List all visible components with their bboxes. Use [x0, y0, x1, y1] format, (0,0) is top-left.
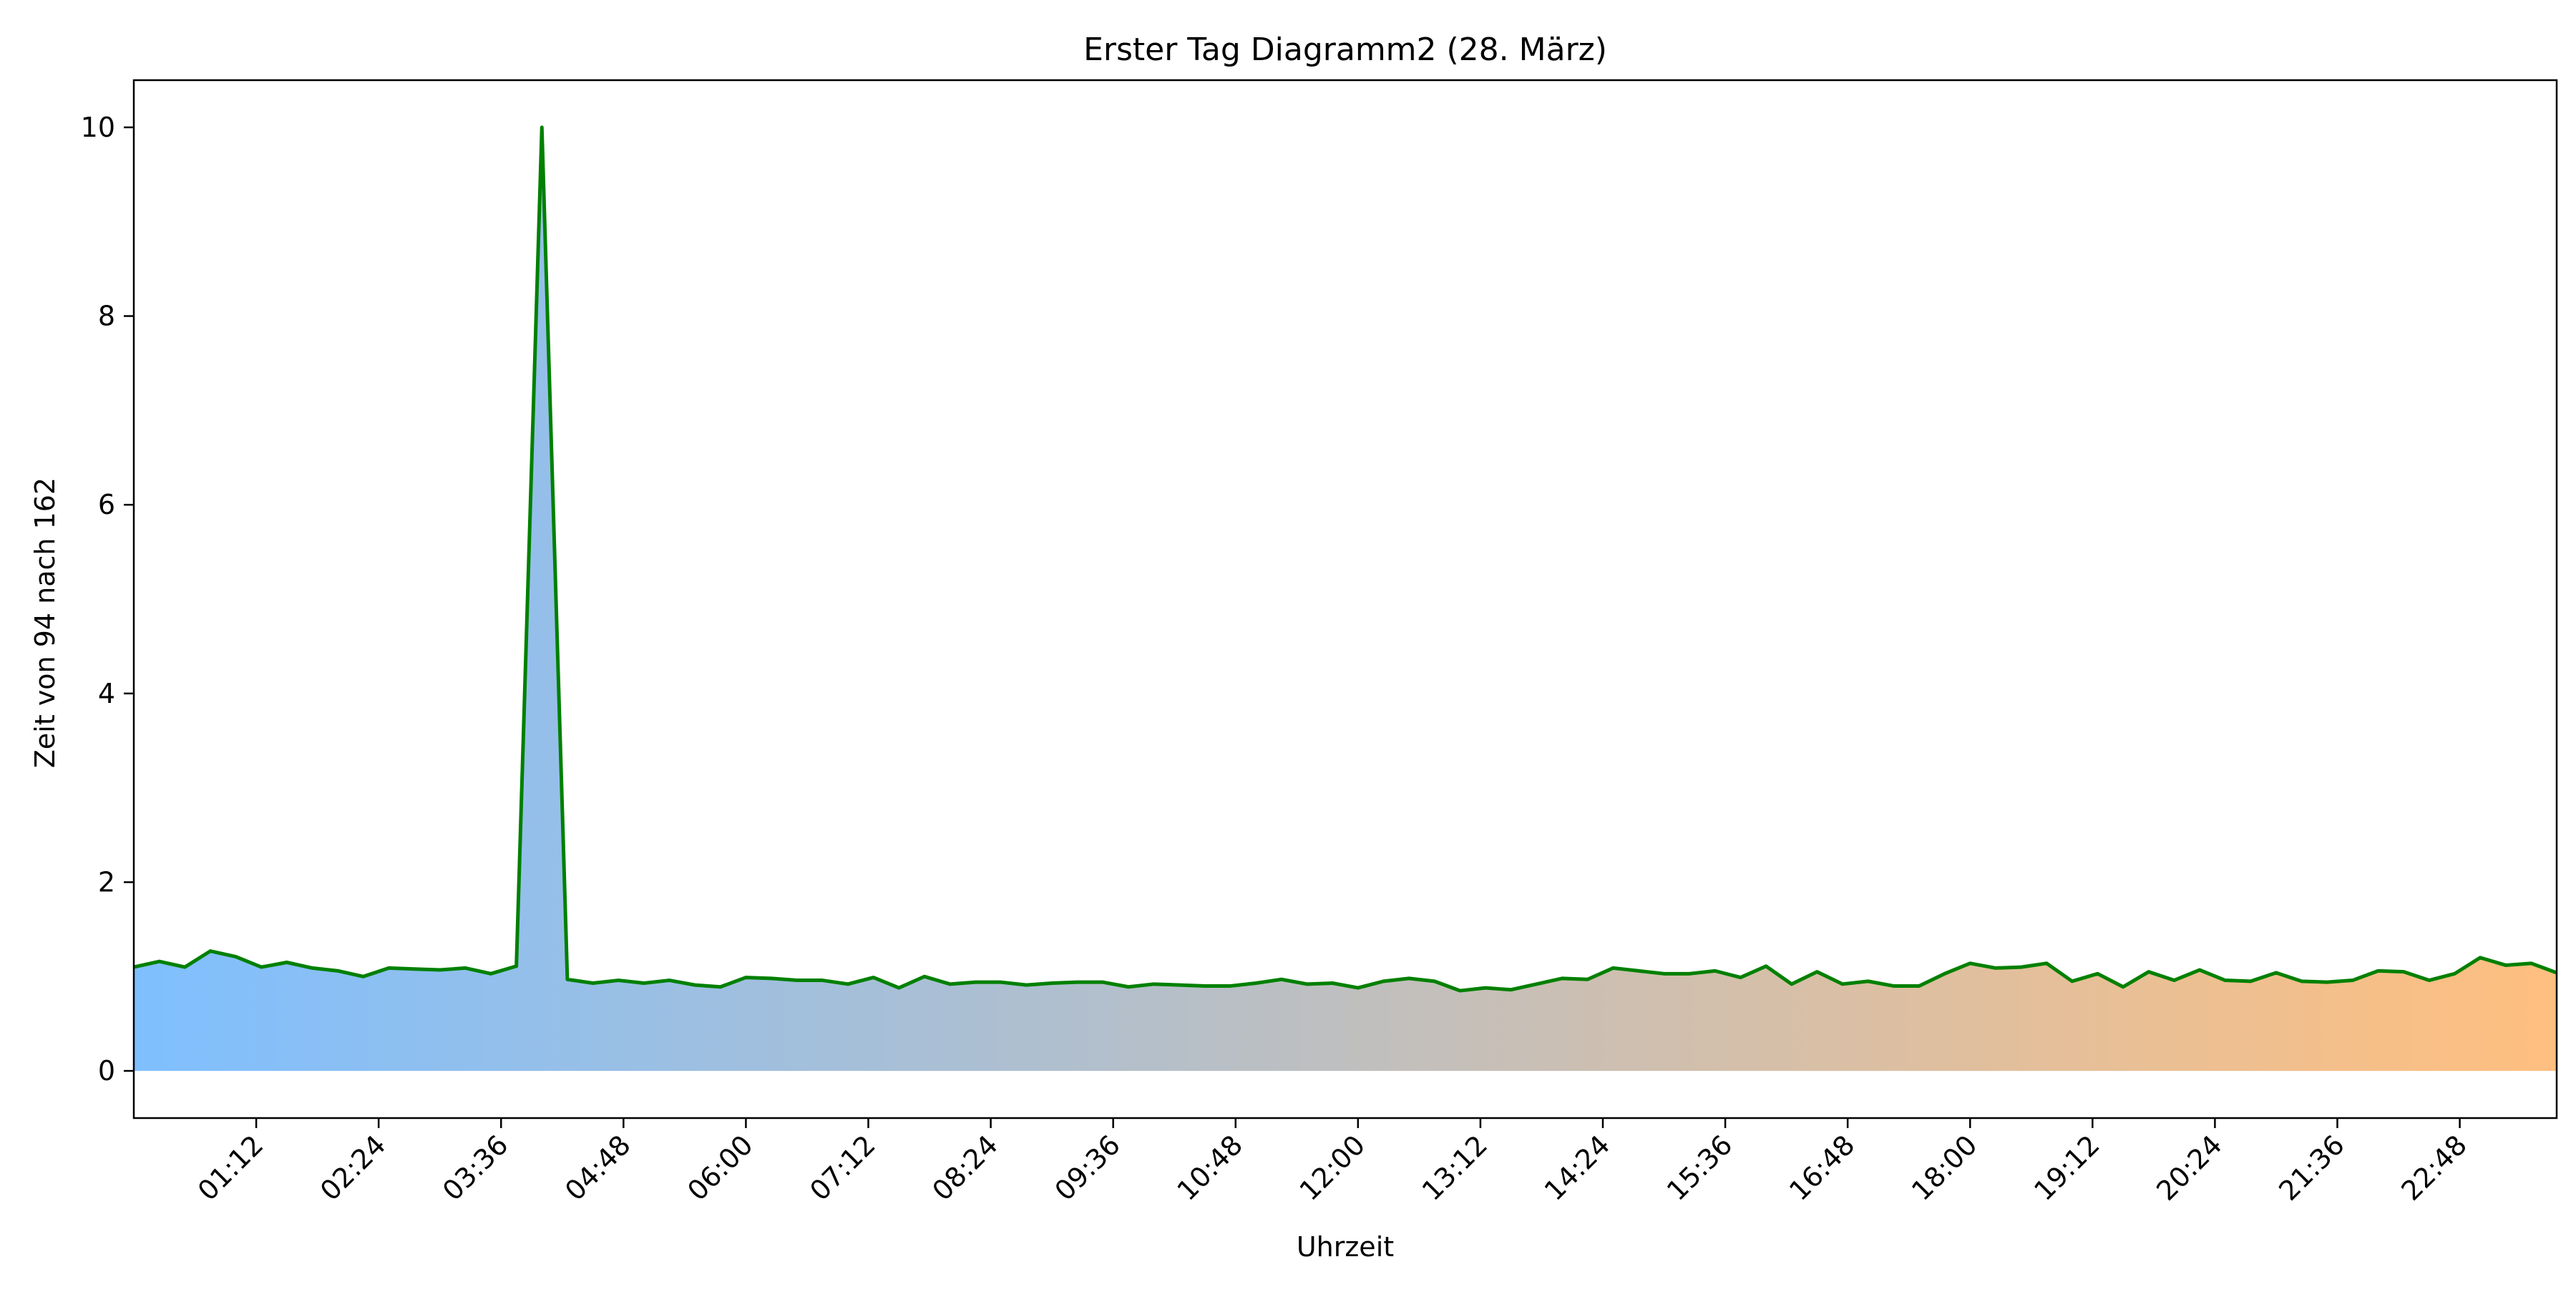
- x-tick-label: 16:48: [1783, 1129, 1861, 1207]
- plot-area: [134, 125, 2557, 1072]
- x-tick-label: 04:48: [559, 1129, 637, 1207]
- x-tick-label: 13:12: [1416, 1129, 1494, 1207]
- chart-title: Erster Tag Diagramm2 (28. März): [1083, 31, 1607, 68]
- y-axis-label: Zeit von 94 nach 162: [29, 477, 61, 768]
- plot-frame: [132, 79, 2558, 1119]
- x-tick-label: 08:24: [926, 1129, 1004, 1207]
- x-tick-label: 21:36: [2273, 1129, 2351, 1207]
- x-tick-label: 03:36: [436, 1129, 514, 1207]
- y-tick-label: 2: [98, 866, 115, 898]
- y-axis: 0 2 4 6 8 10: [81, 112, 134, 1087]
- x-tick-label: 10:48: [1171, 1129, 1249, 1207]
- x-tick-label: 15:36: [1661, 1129, 1739, 1207]
- x-tick-label: 12:00: [1294, 1129, 1372, 1207]
- x-tick-label: 22:48: [2395, 1129, 2473, 1207]
- area-fill: [134, 127, 2557, 1072]
- x-tick-label: 20:24: [2150, 1129, 2228, 1207]
- y-tick-label: 6: [98, 489, 115, 520]
- y-tick-label: 4: [98, 678, 115, 709]
- y-tick-label: 0: [98, 1055, 115, 1087]
- x-axis-label: Uhrzeit: [1297, 1231, 1394, 1263]
- y-tick-label: 8: [98, 301, 115, 332]
- x-tick-label: 02:24: [314, 1129, 392, 1207]
- x-axis: 01:12 02:24 03:36 04:48 06:00 07:12 08:24 09:36…: [192, 1118, 2473, 1207]
- x-tick-label: 06:00: [681, 1129, 759, 1207]
- x-tick-label: 14:24: [1538, 1129, 1616, 1207]
- x-tick-label: 07:12: [804, 1129, 882, 1207]
- x-tick-label: 09:36: [1048, 1129, 1126, 1207]
- y-tick-label: 10: [81, 112, 115, 143]
- x-tick-label: 01:12: [192, 1129, 270, 1207]
- series-line: [134, 125, 2557, 993]
- x-tick-label: 19:12: [2028, 1129, 2106, 1207]
- x-tick-label: 18:00: [1906, 1129, 1984, 1207]
